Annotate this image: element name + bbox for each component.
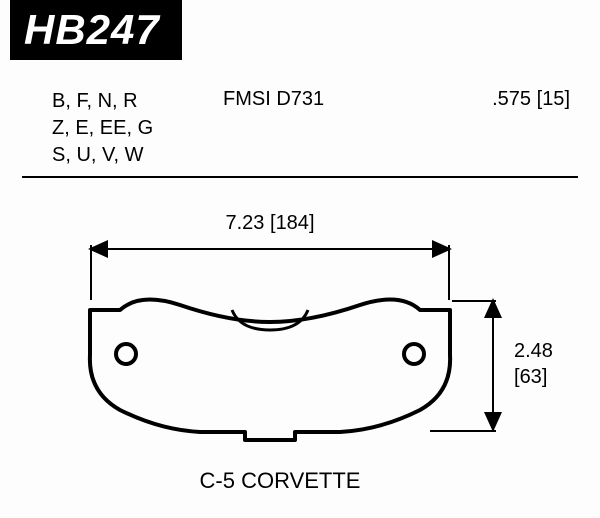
thickness-mm-close: ] <box>564 88 570 110</box>
arrow-down-icon <box>484 412 502 432</box>
part-number-banner: HB247 <box>10 0 182 60</box>
thickness-mm: 15 <box>542 88 564 110</box>
width-label: 7.23 [184] <box>90 212 450 235</box>
compound-line: S, U, V, W <box>52 142 217 169</box>
width-dim-line <box>90 239 450 259</box>
compound-codes: B, F, N, R Z, E, EE, G S, U, V, W <box>52 88 217 169</box>
fmsi-code: FMSI D731 <box>217 88 492 169</box>
height-label: 2.48 [63] <box>514 338 553 390</box>
spec-row: B, F, N, R Z, E, EE, G S, U, V, W FMSI D… <box>52 88 580 169</box>
arrow-up-icon <box>484 298 502 318</box>
height-mm: 63 <box>520 366 542 388</box>
height-dim-line <box>492 300 494 430</box>
dim-line <box>90 248 450 250</box>
thickness-inches: .575 <box>492 88 531 110</box>
divider-line <box>22 176 578 178</box>
width-mm: 184 <box>276 212 309 234</box>
compound-line: B, F, N, R <box>52 88 217 115</box>
part-number: HB247 <box>24 6 160 53</box>
compound-line: Z, E, EE, G <box>52 115 217 142</box>
brake-pad-outline <box>80 280 460 450</box>
diagram-caption: C-5 CORVETTE <box>0 468 560 494</box>
thickness-spec: .575 [15] <box>492 88 580 169</box>
width-inches: 7.23 <box>226 212 265 234</box>
width-dimension: 7.23 [184] <box>90 212 450 259</box>
height-inches: 2.48 <box>514 338 553 364</box>
